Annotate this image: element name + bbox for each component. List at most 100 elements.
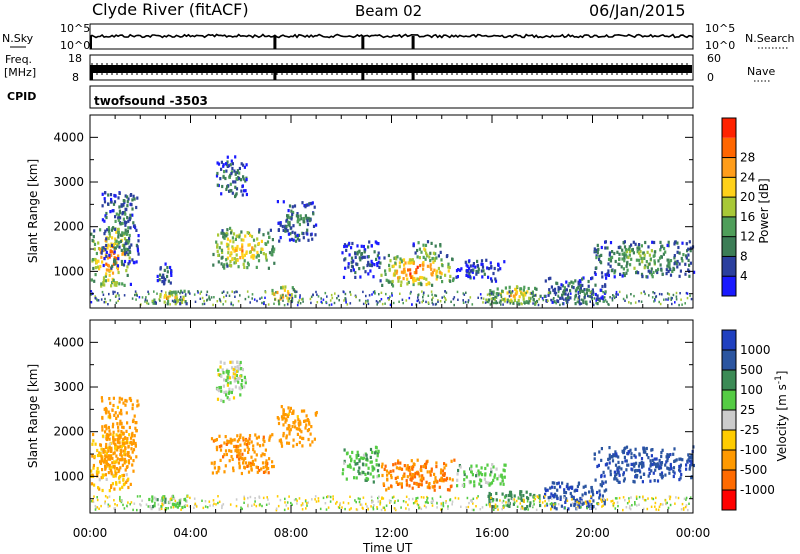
echo-cell	[608, 457, 611, 461]
echo-cell	[359, 258, 362, 262]
echo-cell	[124, 228, 127, 232]
echo-cell	[291, 205, 294, 209]
echo-cell	[673, 471, 676, 475]
ground-scatter-cell	[534, 294, 537, 297]
echo-cell	[105, 459, 108, 463]
echo-cell	[228, 440, 231, 444]
echo-cell	[133, 224, 136, 228]
echo-cell	[503, 469, 506, 473]
echo-cell	[136, 399, 139, 403]
echo-cell	[170, 291, 173, 295]
echo-cell	[104, 467, 107, 471]
echo-cell	[244, 179, 247, 183]
echo-cell	[116, 448, 119, 452]
ground-scatter-cell	[405, 507, 407, 510]
echo-cell	[501, 475, 504, 480]
echo-cell	[227, 369, 230, 374]
echo-cell	[679, 469, 682, 473]
echo-cell	[210, 437, 214, 441]
echo-cell	[237, 380, 240, 384]
echo-cell	[689, 261, 692, 265]
echo-cell	[264, 448, 267, 452]
ground-scatter-cell	[526, 500, 529, 503]
ground-scatter-cell	[285, 294, 287, 297]
echo-cell	[290, 293, 293, 297]
echo-cell	[242, 163, 245, 167]
echo-cell	[373, 451, 377, 455]
echo-cell	[660, 268, 663, 272]
ground-scatter-cell	[118, 294, 120, 297]
colorbar-segment	[722, 276, 736, 296]
echo-cell	[574, 488, 577, 492]
echo-cell	[419, 478, 422, 482]
ground-scatter-cell	[617, 504, 619, 508]
echo-cell	[296, 217, 300, 221]
echo-cell	[626, 268, 629, 272]
echo-cell	[578, 288, 581, 293]
ground-scatter-cell	[581, 298, 583, 301]
ground-scatter-cell	[114, 290, 116, 294]
echo-cell	[256, 250, 259, 254]
echo-cell	[108, 437, 111, 441]
echo-cell	[244, 461, 247, 465]
echo-cell	[120, 397, 124, 401]
freq-gap-spike	[411, 65, 415, 80]
ground-scatter-cell	[625, 506, 628, 509]
echo-cell	[246, 445, 249, 449]
echo-cell	[687, 453, 690, 457]
echo-cell	[419, 275, 422, 280]
echo-cell	[133, 197, 136, 201]
echo-cell	[112, 440, 115, 444]
echo-cell	[96, 466, 99, 471]
echo-cell	[604, 273, 607, 277]
echo-cell	[114, 215, 117, 219]
echo-cell	[119, 435, 122, 439]
echo-cell	[126, 421, 129, 425]
echo-cell	[673, 459, 676, 463]
echo-cell	[678, 464, 681, 469]
echo-cell	[600, 484, 603, 488]
echo-cell	[271, 291, 274, 295]
echo-cell	[133, 434, 136, 438]
ground-scatter-cell	[467, 301, 469, 304]
echo-cell	[279, 221, 282, 225]
ground-scatter-cell	[417, 504, 420, 507]
echo-cell	[688, 455, 691, 460]
ground-scatter-cell	[624, 299, 626, 302]
echo-cell	[241, 379, 244, 383]
echo-cell	[125, 473, 128, 477]
echo-cell	[105, 211, 108, 216]
echo-cell	[406, 475, 409, 479]
echo-cell	[106, 455, 109, 459]
ground-scatter-cell	[382, 506, 385, 509]
echo-cell	[678, 478, 681, 482]
echo-cell	[478, 482, 481, 486]
echo-cell	[276, 200, 279, 204]
echo-cell	[287, 214, 290, 218]
echo-cell	[432, 260, 435, 264]
echo-cell	[680, 256, 683, 261]
ground-scatter-cell	[115, 301, 118, 304]
echo-cell	[671, 269, 674, 273]
ground-scatter-cell	[320, 300, 323, 304]
ground-scatter-cell	[687, 508, 689, 512]
echo-cell	[660, 454, 663, 459]
echo-cell	[490, 265, 493, 269]
ground-scatter-cell	[580, 506, 582, 509]
ground-scatter-cell	[441, 296, 443, 299]
echo-cell	[377, 463, 380, 467]
ground-scatter-cell	[300, 298, 303, 301]
echo-cell	[99, 247, 102, 251]
echo-cell	[298, 218, 301, 222]
echo-cell	[543, 294, 546, 298]
echo-cell	[406, 282, 409, 286]
echo-cell	[124, 468, 127, 472]
echo-cell	[115, 416, 118, 420]
ground-scatter-cell	[563, 298, 565, 301]
ground-scatter-cell	[354, 499, 356, 502]
ground-scatter-cell	[107, 303, 109, 306]
ground-scatter-cell	[266, 496, 268, 499]
colorbar-segment	[722, 197, 736, 217]
echo-cell	[282, 431, 285, 436]
echo-cell	[489, 473, 492, 477]
